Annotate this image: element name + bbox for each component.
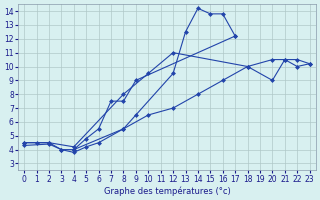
X-axis label: Graphe des températures (°c): Graphe des températures (°c) [104, 186, 230, 196]
